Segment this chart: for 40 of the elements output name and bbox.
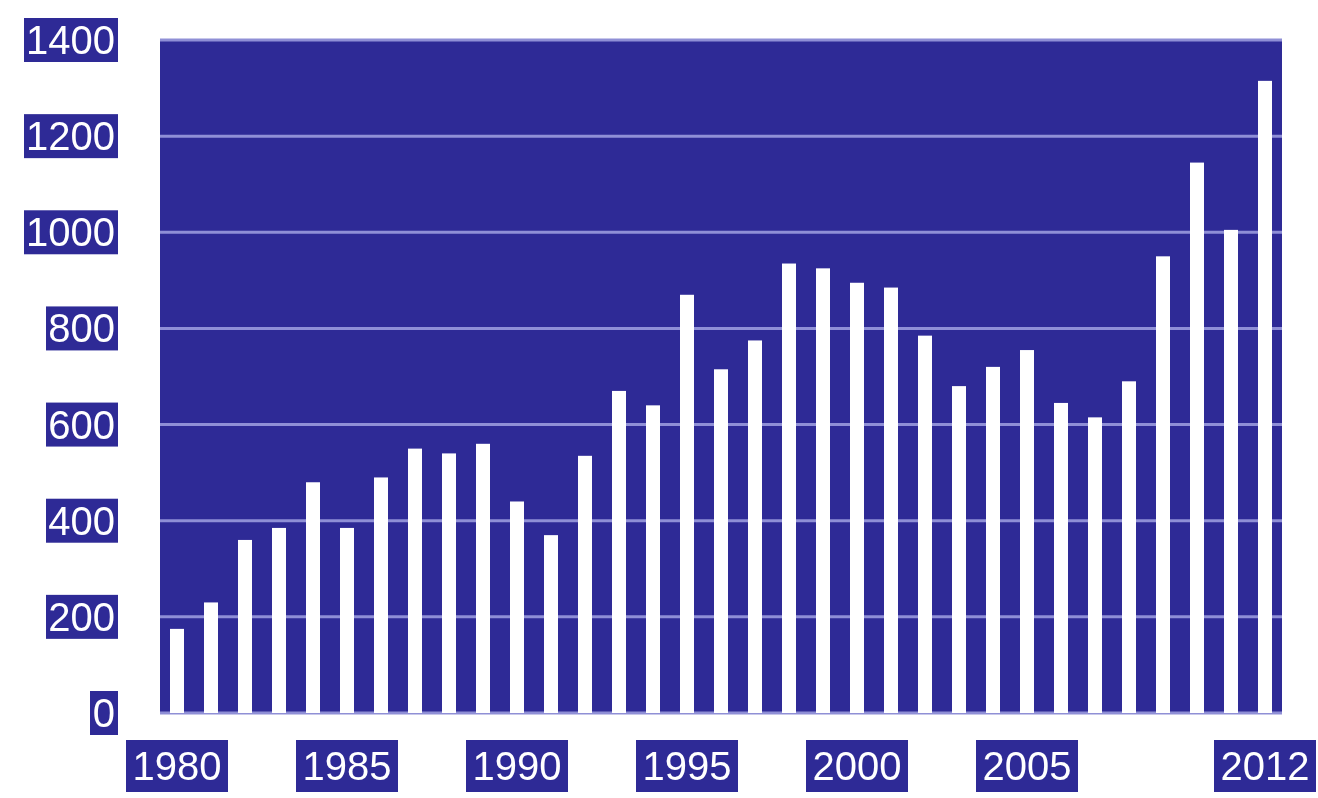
bar — [340, 527, 354, 713]
bar — [374, 477, 388, 713]
bar — [884, 287, 898, 713]
bar — [1054, 402, 1068, 713]
x-tick-label: 2005 — [982, 744, 1072, 788]
bar — [782, 263, 796, 713]
bar — [918, 335, 932, 713]
bar — [544, 535, 558, 713]
bar — [850, 282, 864, 713]
x-tick-label: 1990 — [472, 744, 562, 788]
bar — [204, 602, 218, 713]
bar — [272, 527, 286, 713]
bar — [748, 340, 762, 713]
x-tick-label: 2000 — [812, 744, 902, 788]
bar — [714, 369, 728, 713]
bar — [578, 455, 592, 713]
bar — [170, 628, 184, 713]
bar — [476, 443, 490, 713]
bar — [986, 366, 1000, 713]
bar — [408, 448, 422, 713]
bar — [646, 405, 660, 713]
bar — [1122, 381, 1136, 713]
bar — [1258, 80, 1272, 713]
x-tick-label: 1995 — [642, 744, 732, 788]
bar — [816, 268, 830, 713]
bar — [952, 386, 966, 713]
x-tick-label: 1980 — [132, 744, 222, 788]
bar — [1156, 256, 1170, 713]
bar — [612, 390, 626, 713]
x-tick-label: 1985 — [302, 744, 392, 788]
bar — [442, 453, 456, 713]
x-tick-label: 2012 — [1220, 744, 1310, 788]
bar — [680, 294, 694, 713]
bar — [510, 501, 524, 713]
bar — [1190, 162, 1204, 713]
bar — [1224, 229, 1238, 713]
bar — [306, 482, 320, 713]
bar — [1020, 350, 1034, 713]
bar — [238, 539, 252, 713]
bar — [1088, 417, 1102, 713]
